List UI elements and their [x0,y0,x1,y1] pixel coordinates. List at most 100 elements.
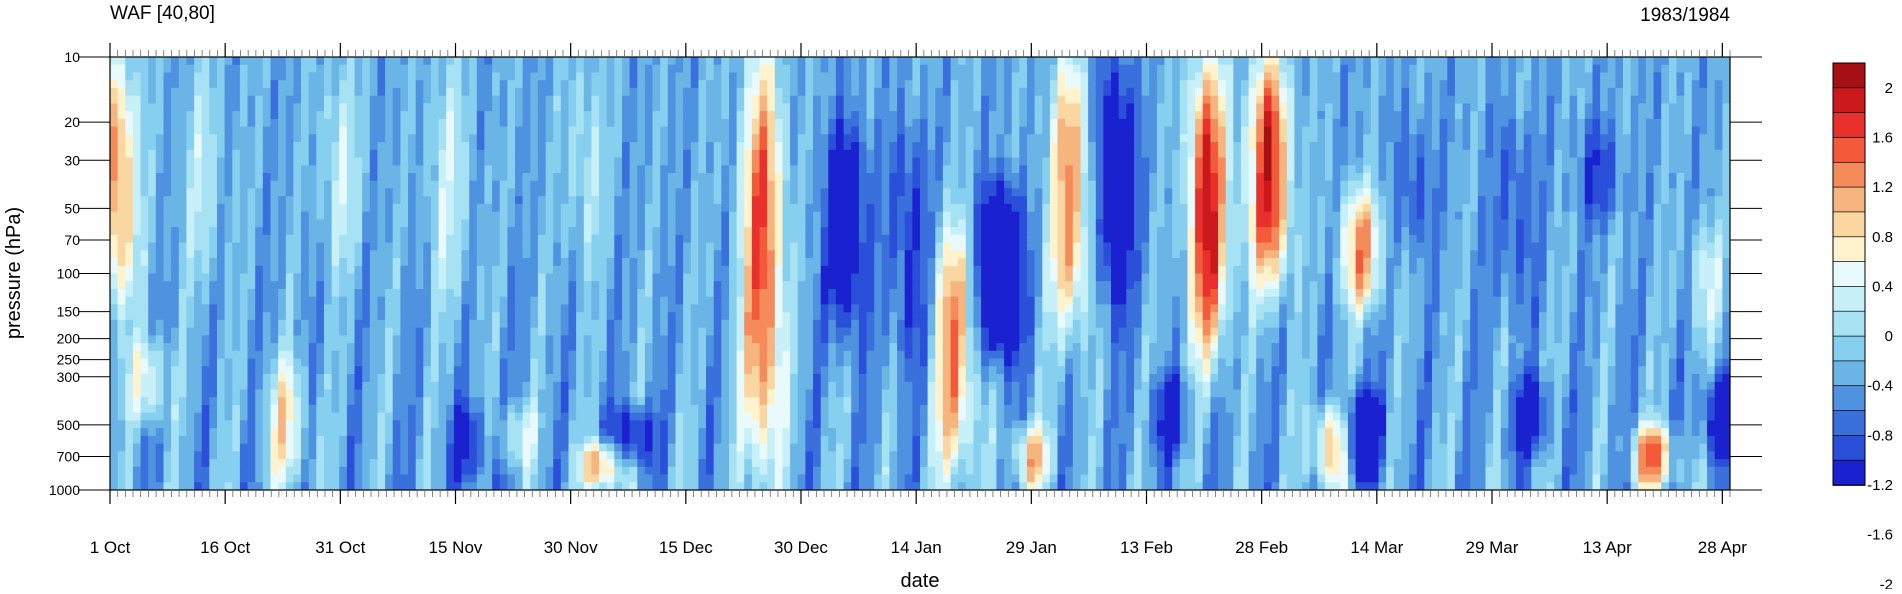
field-cell [1126,111,1135,120]
field-cell [209,242,218,251]
field-cell [1638,188,1647,197]
field-cell [637,57,654,66]
field-cell [1378,103,1395,112]
field-cell [392,273,401,282]
field-cell [255,188,264,197]
field-cell [1615,173,1624,182]
field-cell [866,142,875,151]
field-cell [759,173,768,182]
field-cell [148,281,180,290]
field-cell [759,72,776,81]
field-cell [1065,273,1074,282]
field-cell [935,242,944,251]
field-cell [1302,134,1318,143]
field-cell [1134,234,1150,244]
field-cell [301,103,310,112]
field-cell [400,196,409,205]
field-cell [1027,203,1036,213]
field-cell [935,173,944,182]
field-cell [1676,211,1685,220]
field-cell [591,203,600,213]
field-cell [1432,211,1441,220]
field-cell [797,134,814,143]
field-cell [1485,126,1494,135]
field-cell [1409,250,1433,259]
field-cell [171,103,195,112]
field-cell [1317,196,1326,205]
field-cell [1019,64,1028,73]
field-cell [1248,126,1257,135]
field-cell [1202,149,1211,159]
field-cell [805,180,814,189]
field-cell [981,157,990,166]
field-cell [912,219,921,228]
field-cell [721,87,730,97]
field-cell [1271,157,1280,166]
field-cell [591,188,600,197]
field-cell [591,111,600,120]
field-cell [690,142,699,151]
field-cell [469,149,478,159]
field-cell [1202,157,1211,166]
field-cell [1401,87,1410,97]
field-cell [958,103,975,112]
field-cell [1263,188,1273,197]
field-cell [117,173,134,182]
field-cell [644,80,654,89]
field-cell [1661,64,1670,73]
field-cell [415,265,424,275]
field-cell [1225,258,1242,267]
field-cell [1011,165,1020,174]
field-cell [1653,165,1662,174]
field-cell [316,149,333,159]
field-cell [163,57,172,66]
field-cell [774,111,791,120]
field-cell [1638,72,1647,81]
field-cell [247,196,256,205]
field-cell [744,111,753,120]
field-cell [797,242,806,251]
field-cell [1347,149,1357,159]
field-cell [1416,165,1425,174]
field-cell [1156,180,1166,189]
field-cell [1363,118,1372,128]
field-cell [706,72,715,81]
field-cell [132,173,142,182]
field-cell [660,234,669,244]
field-cell [178,72,195,81]
field-cell [1156,118,1173,128]
field-cell [1141,64,1150,73]
field-cell [920,126,929,135]
field-cell [270,180,287,189]
field-cell [1187,234,1196,244]
field-cell [201,289,210,298]
field-cell [1523,273,1532,282]
field-cell [599,111,608,120]
field-cell [652,111,669,120]
field-cell [1661,258,1670,267]
field-cell [163,219,187,228]
field-cell [438,281,447,290]
field-cell [675,87,684,97]
field-cell [346,103,356,112]
field-cell [1347,227,1357,236]
field-cell [698,134,707,143]
field-cell [1302,87,1311,97]
field-cell [209,80,218,89]
field-cell [1340,265,1349,275]
field-cell [820,64,829,73]
field-cell [1225,142,1234,151]
field-cell [1271,95,1280,104]
field-cell [1370,188,1379,197]
field-cell [690,250,699,259]
field-cell [1057,142,1081,151]
field-cell [1004,142,1013,151]
field-cell [507,142,516,151]
field-cell [1531,173,1555,182]
field-cell [507,149,516,159]
field-cell [301,258,310,267]
field-cell [797,87,806,97]
field-cell [782,180,791,189]
field-cell [736,173,745,182]
field-cell [1088,126,1097,135]
